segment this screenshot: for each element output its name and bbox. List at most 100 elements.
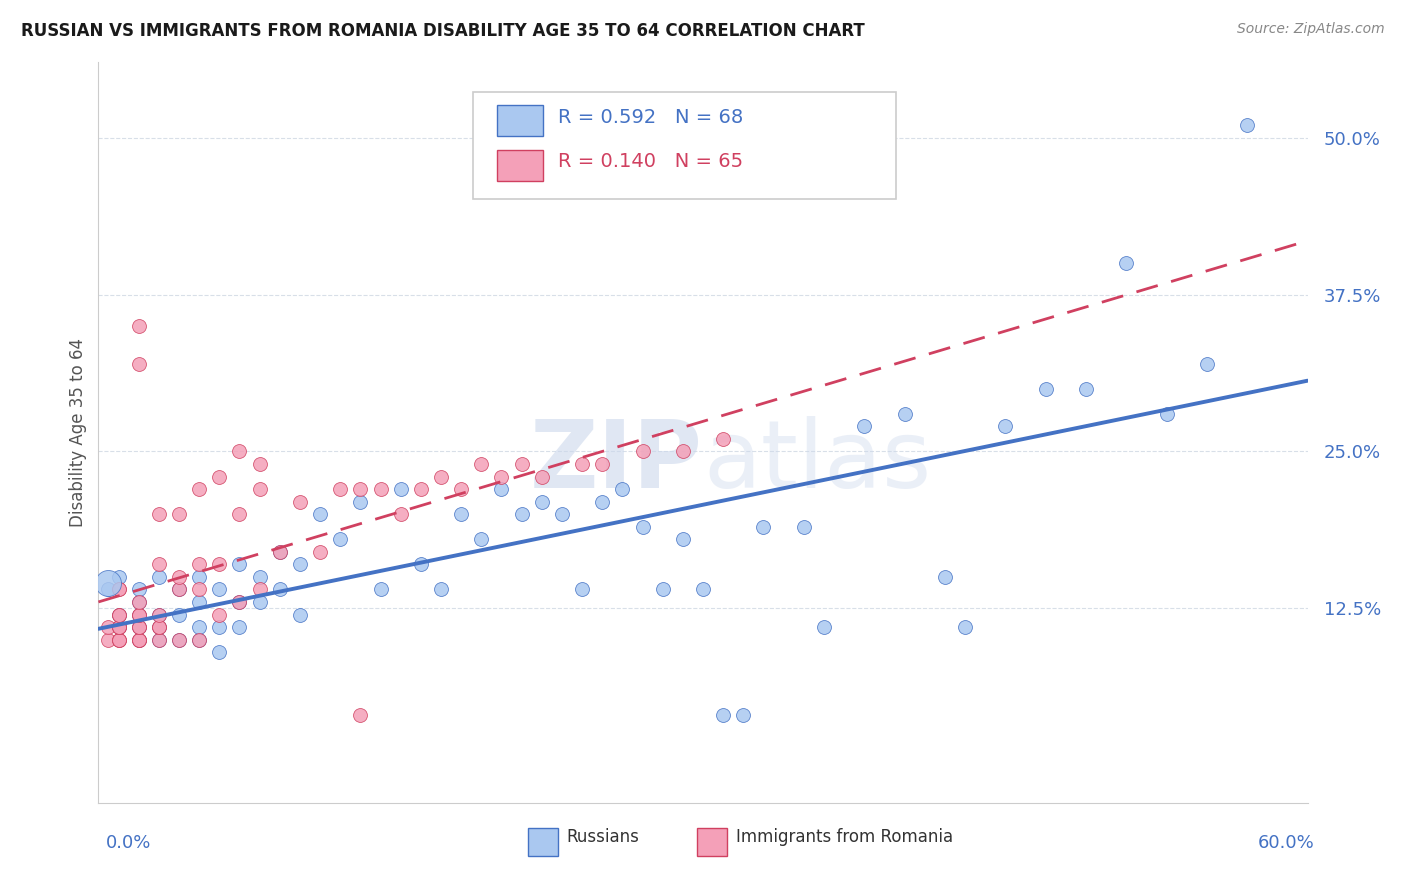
Point (208, 620, 231, 634)
Point (389, 507, 412, 521)
Point (269, 545, 291, 559)
Point (167, 632, 190, 647)
Point (128, 620, 150, 634)
Point (752, 520, 775, 534)
Text: 60.0%: 60.0% (1258, 834, 1315, 852)
Point (148, 632, 170, 647)
Point (510, 457, 533, 471)
FancyBboxPatch shape (474, 92, 897, 200)
Point (631, 520, 654, 534)
Point (97, 576, 120, 591)
Point (309, 545, 332, 559)
Point (148, 607, 170, 622)
Point (672, 444, 695, 458)
Point (167, 582, 190, 597)
Point (107, 607, 129, 622)
Point (430, 469, 453, 483)
Point (612, 482, 634, 496)
Point (107, 620, 129, 634)
Point (269, 582, 291, 597)
Point (128, 582, 150, 597)
Point (148, 632, 170, 647)
Bar (527, 828, 558, 856)
Point (530, 494, 553, 508)
Point (188, 632, 211, 647)
Point (349, 494, 371, 508)
Point (249, 570, 271, 584)
Point (167, 632, 190, 647)
Point (571, 457, 593, 471)
Point (430, 582, 453, 597)
Point (349, 708, 371, 723)
Point (288, 558, 311, 572)
Point (269, 545, 291, 559)
Point (450, 507, 472, 521)
Point (228, 595, 250, 609)
Text: R = 0.592   N = 68: R = 0.592 N = 68 (558, 108, 744, 127)
Point (107, 570, 129, 584)
Point (208, 645, 231, 659)
Point (188, 620, 211, 634)
Point (167, 582, 190, 597)
Point (128, 607, 150, 622)
Point (188, 570, 211, 584)
Point (107, 620, 129, 634)
Point (1236, 118, 1258, 132)
Point (128, 620, 150, 634)
Point (97, 632, 120, 647)
Point (249, 595, 271, 609)
Point (450, 482, 472, 496)
Point (389, 482, 412, 496)
Point (188, 558, 211, 572)
Point (107, 582, 129, 597)
Point (1195, 357, 1218, 371)
Point (651, 582, 673, 597)
Point (711, 432, 734, 446)
Point (128, 607, 150, 622)
Point (208, 607, 231, 622)
Point (128, 357, 150, 371)
Point (148, 558, 170, 572)
Point (370, 482, 392, 496)
Point (491, 469, 513, 483)
Point (288, 494, 311, 508)
Text: 0.0%: 0.0% (105, 834, 150, 852)
Point (329, 482, 352, 496)
Point (1035, 382, 1057, 396)
Point (692, 582, 714, 597)
Point (107, 582, 129, 597)
Point (128, 632, 150, 647)
Point (530, 469, 553, 483)
Point (228, 595, 250, 609)
Point (188, 582, 211, 597)
Point (631, 444, 654, 458)
Point (167, 570, 190, 584)
Point (1074, 382, 1097, 396)
Text: atlas: atlas (703, 417, 931, 508)
Point (107, 607, 129, 622)
Point (571, 582, 593, 597)
Point (128, 632, 150, 647)
Point (128, 607, 150, 622)
Point (148, 620, 170, 634)
Point (228, 620, 250, 634)
Point (591, 494, 613, 508)
Point (793, 520, 815, 534)
Point (733, 708, 755, 723)
Text: ZIP: ZIP (530, 417, 703, 508)
Point (813, 620, 835, 634)
Point (128, 595, 150, 609)
Point (1156, 407, 1178, 421)
Point (349, 482, 371, 496)
Point (228, 507, 250, 521)
Bar (498, 150, 543, 181)
Point (128, 620, 150, 634)
Point (994, 419, 1017, 434)
Point (148, 620, 170, 634)
Text: RUSSIAN VS IMMIGRANTS FROM ROMANIA DISABILITY AGE 35 TO 64 CORRELATION CHART: RUSSIAN VS IMMIGRANTS FROM ROMANIA DISAB… (21, 22, 865, 40)
Point (188, 632, 211, 647)
Point (470, 457, 492, 471)
Point (228, 558, 250, 572)
Point (491, 482, 513, 496)
Text: Immigrants from Romania: Immigrants from Romania (735, 828, 953, 846)
